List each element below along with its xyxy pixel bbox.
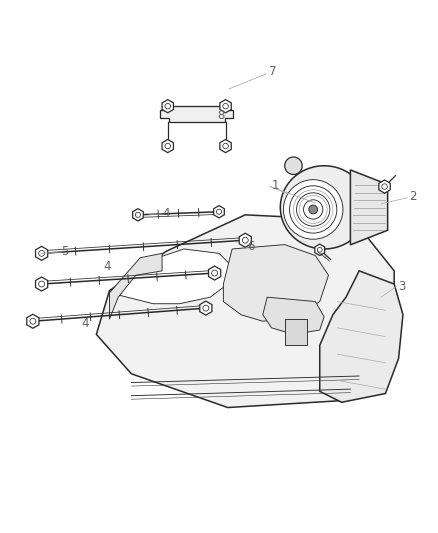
Polygon shape (35, 246, 48, 260)
Circle shape (39, 251, 45, 256)
Text: 4: 4 (103, 260, 110, 273)
Text: 3: 3 (399, 280, 406, 293)
Polygon shape (35, 277, 48, 291)
Circle shape (223, 103, 228, 109)
Polygon shape (162, 100, 173, 113)
Polygon shape (350, 170, 388, 245)
Polygon shape (162, 140, 173, 152)
Polygon shape (208, 266, 221, 280)
Text: 4: 4 (162, 207, 170, 221)
Polygon shape (239, 233, 251, 247)
Text: 7: 7 (269, 65, 277, 78)
Text: 1: 1 (272, 179, 279, 192)
Polygon shape (110, 253, 162, 319)
Circle shape (216, 209, 222, 214)
Circle shape (165, 143, 170, 149)
Ellipse shape (280, 166, 368, 249)
Circle shape (318, 247, 322, 252)
Text: 6: 6 (247, 240, 255, 253)
Circle shape (165, 103, 170, 109)
Polygon shape (118, 249, 232, 304)
Polygon shape (223, 245, 328, 321)
Ellipse shape (290, 183, 314, 231)
Circle shape (212, 270, 218, 276)
Circle shape (297, 193, 330, 226)
Circle shape (242, 237, 248, 243)
Polygon shape (263, 297, 324, 334)
Polygon shape (320, 271, 403, 402)
Circle shape (30, 318, 36, 324)
Circle shape (223, 143, 228, 149)
Circle shape (285, 157, 302, 174)
Polygon shape (214, 206, 224, 218)
Text: 2: 2 (410, 190, 417, 203)
Polygon shape (220, 100, 231, 113)
Polygon shape (160, 106, 233, 122)
Polygon shape (96, 215, 394, 408)
Circle shape (290, 186, 337, 233)
Circle shape (39, 281, 45, 287)
Polygon shape (27, 314, 39, 328)
Circle shape (382, 184, 387, 189)
Circle shape (135, 212, 141, 217)
Text: 5: 5 (61, 245, 69, 257)
Circle shape (203, 305, 209, 311)
Circle shape (309, 205, 318, 214)
Polygon shape (200, 301, 212, 315)
Polygon shape (133, 209, 143, 221)
Polygon shape (285, 319, 307, 345)
Circle shape (304, 200, 323, 219)
Polygon shape (315, 244, 325, 255)
Polygon shape (220, 140, 231, 152)
Text: 8: 8 (217, 109, 224, 122)
Circle shape (283, 180, 343, 239)
Text: 4: 4 (81, 317, 88, 330)
Polygon shape (379, 180, 390, 193)
